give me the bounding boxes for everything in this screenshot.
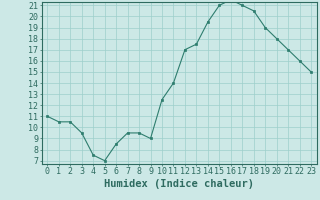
X-axis label: Humidex (Indice chaleur): Humidex (Indice chaleur) [104,179,254,189]
